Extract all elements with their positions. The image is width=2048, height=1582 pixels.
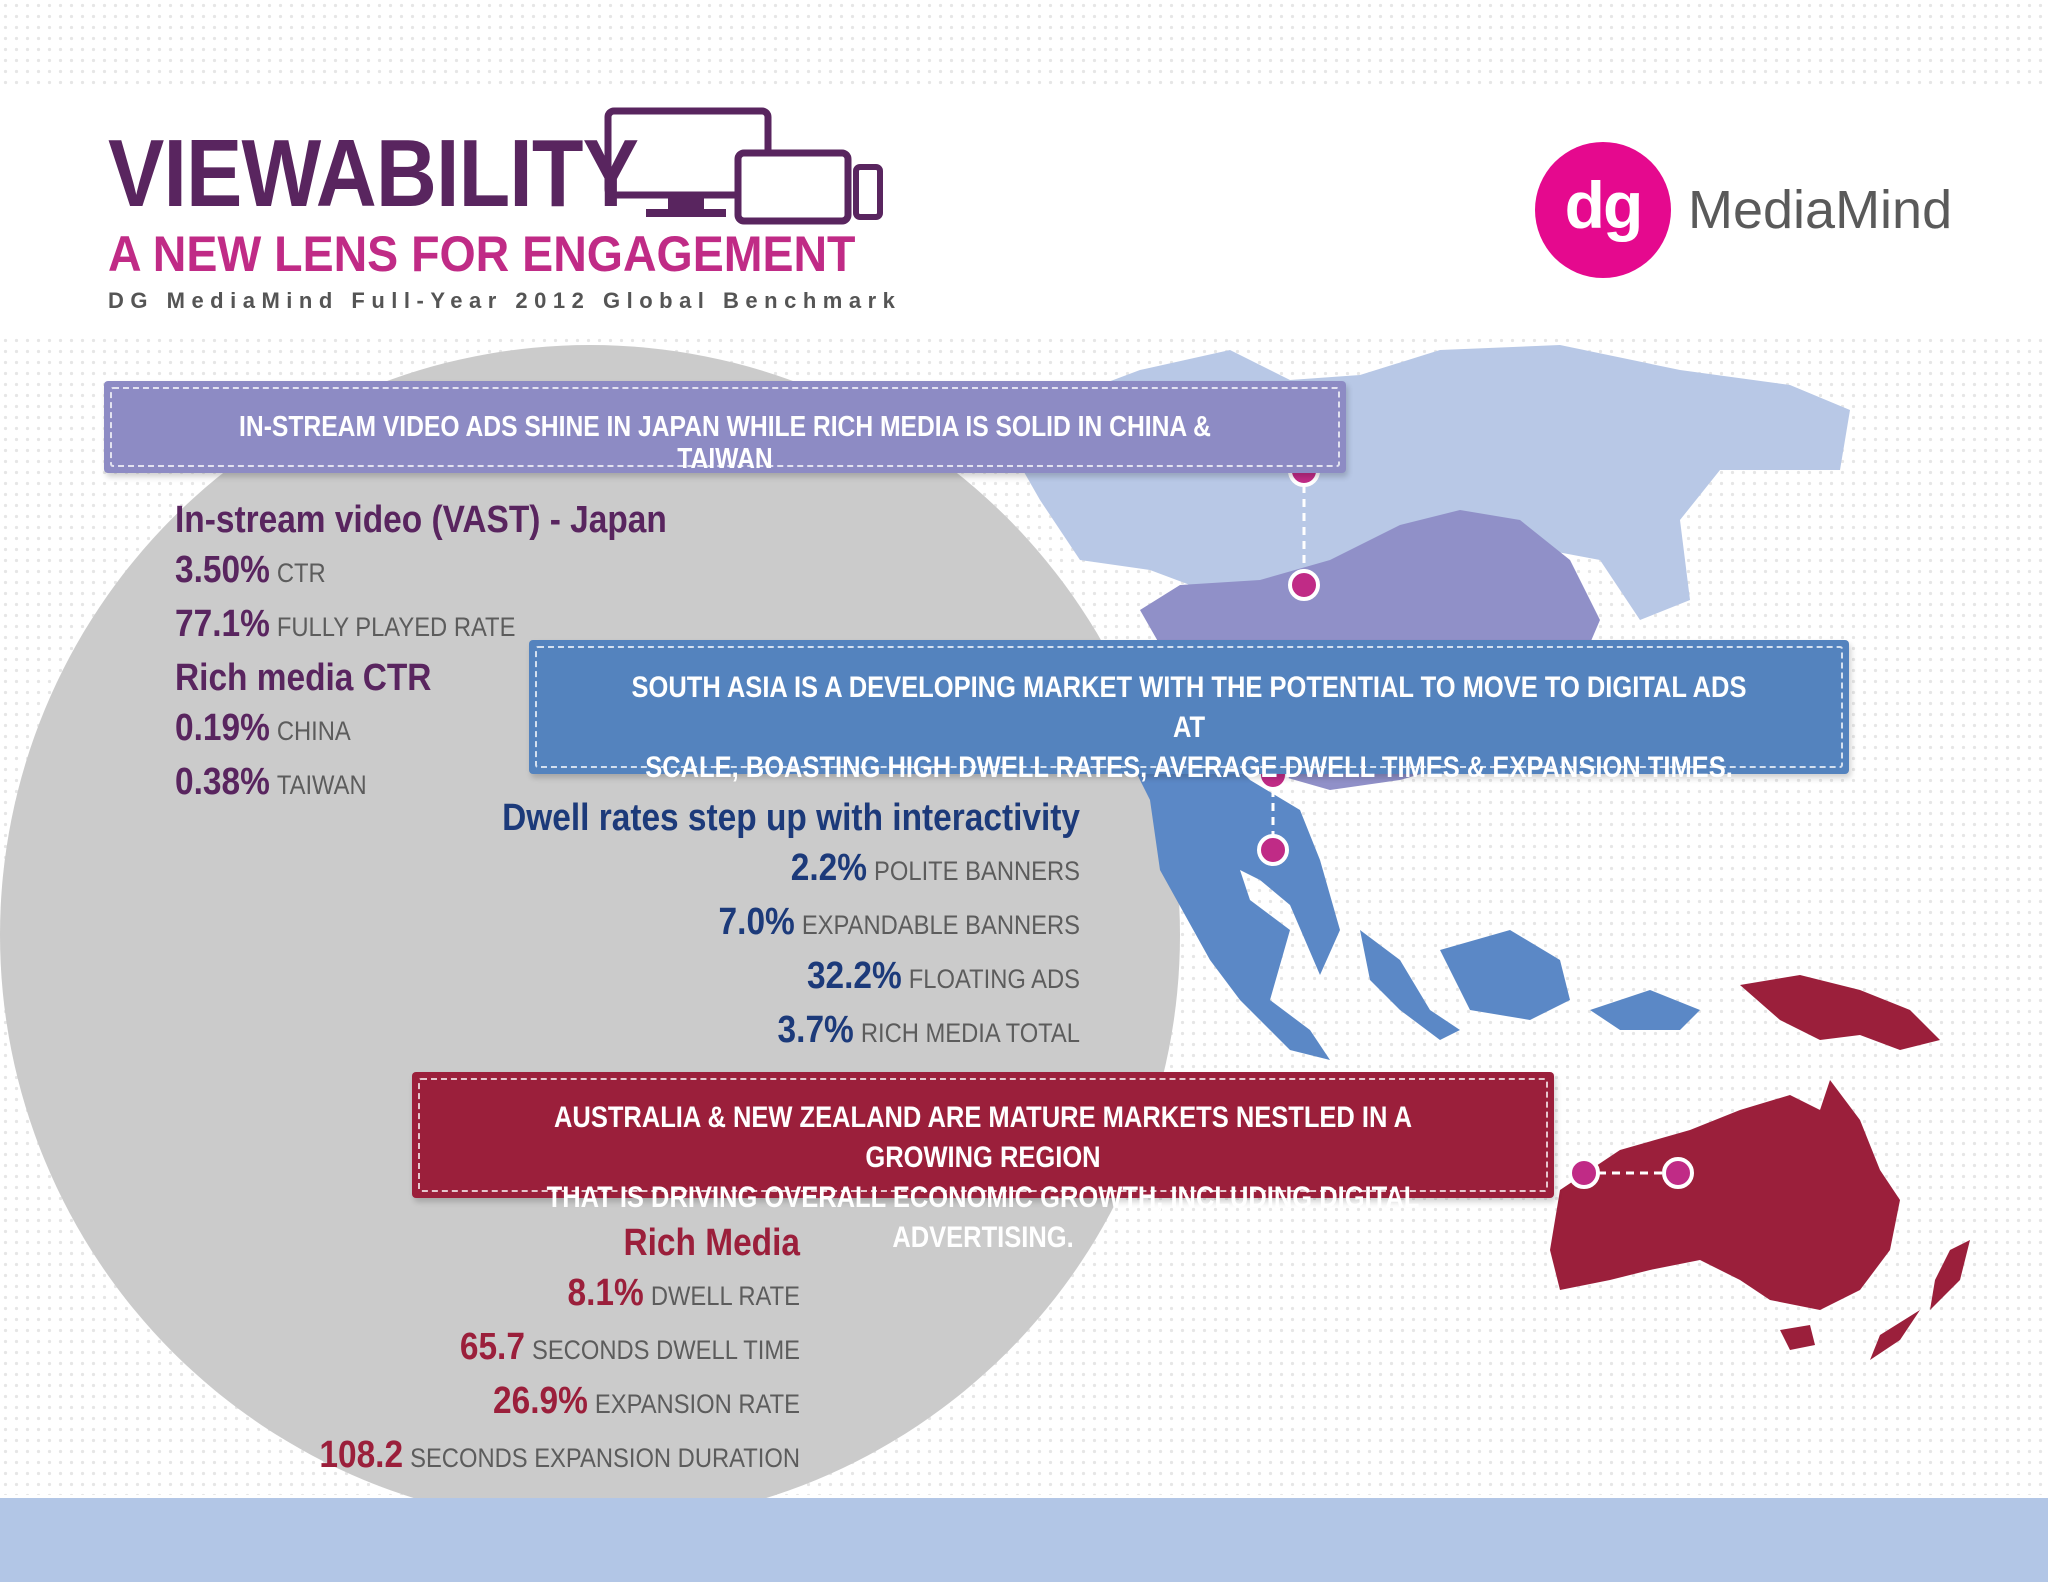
stat-value: 65.7: [459, 1326, 525, 1368]
japan-stats-heading: In-stream video (VAST) - Japan: [175, 499, 667, 541]
south-asia-region: [1130, 700, 1340, 1060]
stat-label: EXPANDABLE BANNERS: [801, 910, 1080, 940]
stat-label: SECONDS DWELL TIME: [531, 1335, 800, 1365]
stat-label: TAIWAN: [276, 770, 367, 800]
top-dot-pattern: [0, 0, 2048, 90]
stat-value: 108.2: [319, 1434, 404, 1476]
dwell-stats: Dwell rates step up with interactivity 2…: [330, 793, 1080, 1059]
stat-label: CTR: [276, 558, 326, 588]
banner-dashed-border: [535, 646, 1843, 768]
south-asia-banner-line-2: SCALE, BOASTING HIGH DWELL RATES, AVERAG…: [645, 751, 1733, 784]
footer-bar: [0, 1498, 2048, 1582]
australia-banner-line-1: AUSTRALIA & NEW ZEALAND ARE MATURE MARKE…: [553, 1101, 1412, 1174]
stat-row: 8.1% DWELL RATE: [272, 1268, 800, 1322]
japan-banner-text: IN-STREAM VIDEO ADS SHINE IN JAPAN WHILE…: [239, 411, 1211, 475]
logo-name: MediaMind: [1688, 180, 1953, 240]
stat-row: 108.2 SECONDS EXPANSION DURATION: [272, 1430, 800, 1484]
new-zealand-region: [1870, 1240, 1970, 1360]
south-asia-banner-line-1: SOUTH ASIA IS A DEVELOPING MARKET WITH T…: [631, 671, 1747, 744]
benchmark-caption: DG MediaMind Full-Year 2012 Global Bench…: [108, 288, 902, 313]
stat-label: DWELL RATE: [650, 1281, 800, 1311]
stat-row: 3.7% RICH MEDIA TOTAL: [420, 1005, 1080, 1059]
stat-value: 3.7%: [777, 1009, 854, 1051]
stat-value: 0.19%: [175, 707, 270, 749]
australia-banner-line-2: THAT IS DRIVING OVERALL ECONOMIC GROWTH,…: [546, 1181, 1420, 1254]
stat-label: FULLY PLAYED RATE: [276, 612, 516, 642]
stat-value: 8.1%: [567, 1272, 644, 1314]
australia-banner: AUSTRALIA & NEW ZEALAND ARE MATURE MARKE…: [412, 1072, 1554, 1254]
stat-value: 0.38%: [175, 761, 270, 803]
stat-value: 7.0%: [718, 901, 795, 943]
japan-marker-bottom: [1288, 569, 1320, 601]
stat-label: POLITE BANNERS: [874, 856, 1080, 886]
stat-row: 2.2% POLITE BANNERS: [420, 843, 1080, 897]
australia-marker-right: [1662, 1157, 1694, 1189]
stat-row: 0.38% TAIWAN: [175, 757, 791, 811]
rich-media-ctr-heading: Rich media CTR: [175, 657, 432, 699]
southeast-asia-islands: [1360, 930, 1700, 1040]
logo-mark: dg: [1564, 168, 1644, 242]
stat-row: 77.1% FULLY PLAYED RATE: [175, 599, 791, 653]
stat-label: SECONDS EXPANSION DURATION: [410, 1443, 800, 1473]
australia-stats-heading: Rich Media: [623, 1222, 800, 1264]
stat-row: 0.19% CHINA: [175, 703, 791, 757]
stat-row: 32.2% FLOATING ADS: [420, 951, 1080, 1005]
australia-marker-left: [1568, 1157, 1600, 1189]
stat-label: CHINA: [276, 716, 351, 746]
banner-dashed-border: [110, 387, 1340, 467]
papua-region: [1740, 975, 1940, 1050]
screens-devices-icon: [604, 107, 883, 225]
page-title: VIEWABILITY: [108, 120, 639, 227]
stat-label: EXPANSION RATE: [594, 1389, 800, 1419]
stat-value: 3.50%: [175, 549, 270, 591]
stat-label: FLOATING ADS: [908, 964, 1080, 994]
japan-banner: IN-STREAM VIDEO ADS SHINE IN JAPAN WHILE…: [104, 381, 1346, 475]
australia-region: [1550, 1080, 1900, 1350]
stat-label: RICH MEDIA TOTAL: [860, 1018, 1080, 1048]
stat-value: 26.9%: [493, 1380, 588, 1422]
stat-row: 7.0% EXPANDABLE BANNERS: [420, 897, 1080, 951]
page-subtitle: A NEW LENS FOR ENGAGEMENT: [108, 226, 856, 282]
dwell-stats-heading: Dwell rates step up with interactivity: [502, 797, 1081, 839]
south-asia-marker-bottom: [1257, 834, 1289, 866]
stat-row: 65.7 SECONDS DWELL TIME: [272, 1322, 800, 1376]
banner-dashed-border: [418, 1078, 1548, 1192]
stat-row: 3.50% CTR: [175, 545, 791, 599]
stat-row: 26.9% EXPANSION RATE: [272, 1376, 800, 1430]
south-asia-banner: SOUTH ASIA IS A DEVELOPING MARKET WITH T…: [529, 640, 1849, 784]
stat-value: 32.2%: [806, 955, 902, 997]
stat-value: 2.2%: [790, 847, 867, 889]
dg-logo: dg: [1535, 142, 1671, 278]
japan-stats: In-stream video (VAST) - Japan 3.50% CTR …: [175, 495, 875, 811]
australia-stats: Rich Media 8.1% DWELL RATE 65.7 SECONDS DW…: [200, 1218, 800, 1484]
stat-value: 77.1%: [175, 603, 270, 645]
